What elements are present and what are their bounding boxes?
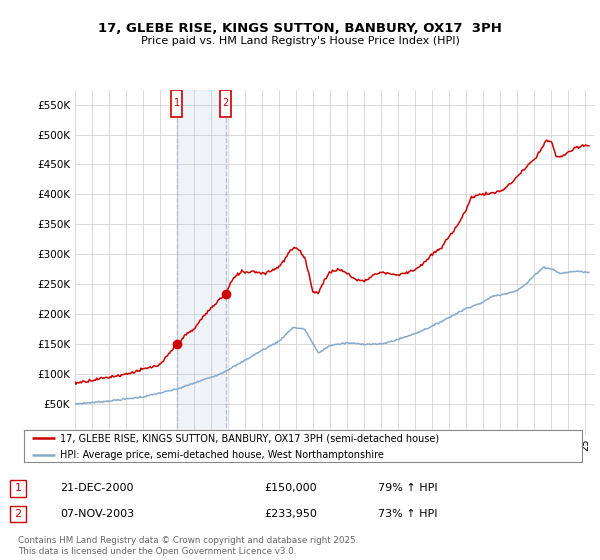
Text: 17, GLEBE RISE, KINGS SUTTON, BANBURY, OX17 3PH (semi-detached house): 17, GLEBE RISE, KINGS SUTTON, BANBURY, O… [60,433,439,443]
Text: 2: 2 [223,99,229,109]
Text: 21-DEC-2000: 21-DEC-2000 [60,483,133,493]
Text: 1: 1 [173,99,179,109]
Text: 79% ↑ HPI: 79% ↑ HPI [378,483,437,493]
Bar [176,90,226,434]
Text: £233,950: £233,950 [264,509,317,519]
Text: 07-NOV-2003: 07-NOV-2003 [60,509,134,519]
Text: Contains HM Land Registry data © Crown copyright and database right 2025.
This d: Contains HM Land Registry data © Crown c… [18,536,358,556]
FancyBboxPatch shape [220,90,230,116]
Text: 1: 1 [14,483,22,493]
Text: HPI: Average price, semi-detached house, West Northamptonshire: HPI: Average price, semi-detached house,… [60,450,384,460]
FancyBboxPatch shape [172,90,182,116]
Text: 17, GLEBE RISE, KINGS SUTTON, BANBURY, OX17  3PH: 17, GLEBE RISE, KINGS SUTTON, BANBURY, O… [98,22,502,35]
Text: Price paid vs. HM Land Registry's House Price Index (HPI): Price paid vs. HM Land Registry's House … [140,36,460,46]
Text: 73% ↑ HPI: 73% ↑ HPI [378,509,437,519]
Text: £150,000: £150,000 [264,483,317,493]
Text: 2: 2 [14,509,22,519]
